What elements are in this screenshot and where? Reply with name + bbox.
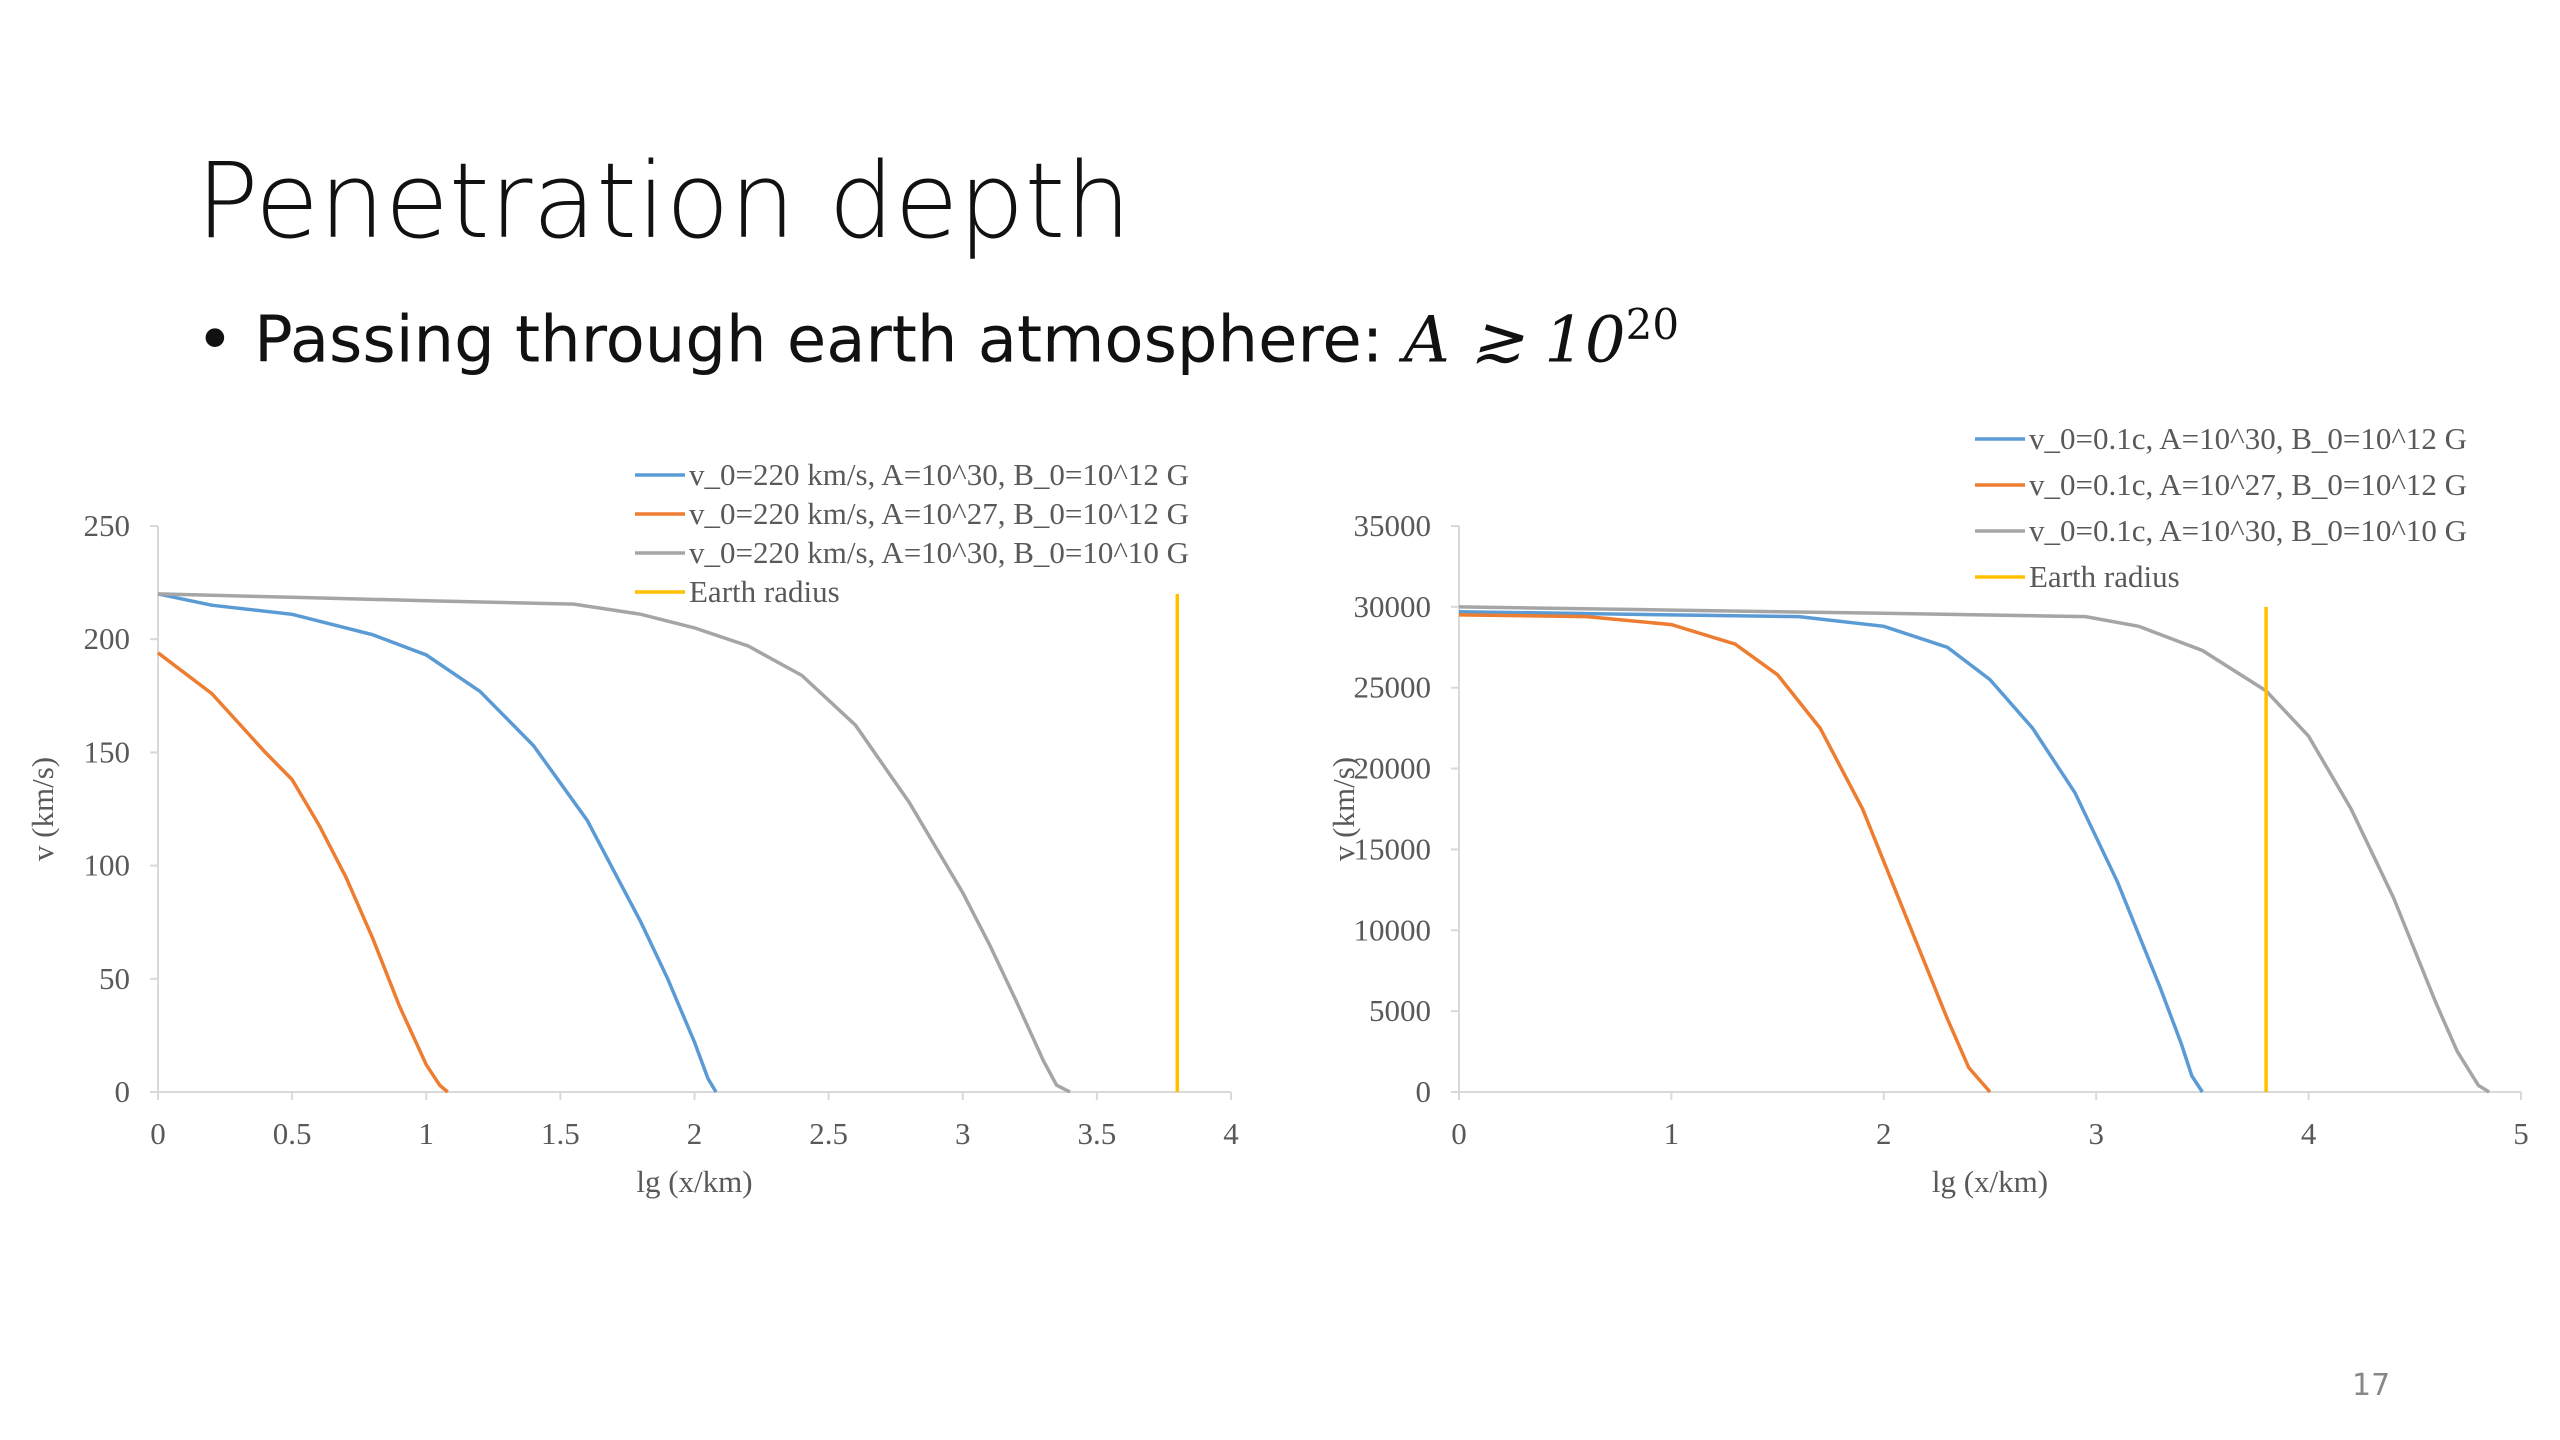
x-tick-label: 3.5 [1078, 1116, 1117, 1151]
legend-label: v_0=220 km/s, A=10^30, B_0=10^12 G [689, 457, 1189, 492]
y-tick-label: 15000 [1354, 831, 1432, 866]
x-axis-title: lg (x/km) [1932, 1164, 2048, 1199]
y-tick-label: 5000 [1369, 993, 1431, 1028]
x-tick-label: 0.5 [273, 1116, 312, 1151]
y-axis-title: v (km/s) [1326, 757, 1361, 861]
legend-label: v_0=220 km/s, A=10^30, B_0=10^10 G [689, 535, 1189, 570]
y-tick-label: 250 [84, 508, 131, 543]
y-tick-label: 150 [84, 734, 131, 769]
x-tick-label: 3 [2088, 1116, 2104, 1151]
formula: A ≳ 10 [1403, 303, 1626, 378]
y-tick-label: 0 [115, 1074, 131, 1109]
x-tick-label: 4 [1223, 1116, 1239, 1151]
y-tick-label: 100 [84, 848, 131, 883]
y-tick-label: 10000 [1354, 912, 1432, 947]
x-tick-label: 5 [2513, 1116, 2529, 1151]
page-number: 17 [2352, 1368, 2391, 1403]
series-line [1458, 613, 1992, 1094]
slide-title: Penetration depth [196, 140, 1132, 262]
x-tick-label: 4 [2301, 1116, 2317, 1151]
x-tick-label: 0 [1451, 1116, 1467, 1151]
legend-label: v_0=0.1c, A=10^27, B_0=10^12 G [2029, 467, 2467, 502]
x-axis-title: lg (x/km) [636, 1164, 752, 1199]
legend-label: Earth radius [2029, 559, 2180, 594]
x-tick-label: 2 [687, 1116, 703, 1151]
formula-exponent: 20 [1625, 300, 1680, 349]
bullet-text: Passing through earth atmosphere: [254, 303, 1404, 378]
series-line [1458, 605, 2491, 1094]
x-tick-label: 0 [150, 1116, 166, 1151]
y-tick-label: 20000 [1354, 751, 1432, 786]
x-tick-label: 3 [955, 1116, 971, 1151]
legend-label: Earth radius [689, 574, 840, 609]
series-line [157, 592, 1071, 1094]
legend-label: v_0=220 km/s, A=10^27, B_0=10^12 G [689, 496, 1189, 531]
y-tick-label: 50 [99, 961, 130, 996]
x-tick-label: 1.5 [541, 1116, 580, 1151]
legend-label: v_0=0.1c, A=10^30, B_0=10^12 G [2029, 421, 2467, 456]
bullet: • Passing through earth atmosphere: A ≳ … [196, 300, 1680, 378]
y-tick-label: 25000 [1354, 670, 1432, 705]
y-tick-label: 0 [1416, 1074, 1432, 1109]
x-tick-label: 2 [1876, 1116, 1892, 1151]
y-tick-label: 35000 [1354, 508, 1432, 543]
series-line [156, 651, 449, 1094]
y-tick-label: 200 [84, 621, 131, 656]
y-axis-title: v (km/s) [25, 757, 60, 861]
y-tick-label: 30000 [1354, 589, 1432, 624]
series-line [157, 592, 718, 1093]
x-tick-label: 1 [419, 1116, 435, 1151]
x-tick-label: 1 [1664, 1116, 1680, 1151]
legend-label: v_0=0.1c, A=10^30, B_0=10^10 G [2029, 513, 2467, 548]
series-line [1458, 609, 2204, 1093]
x-tick-label: 2.5 [809, 1116, 848, 1151]
